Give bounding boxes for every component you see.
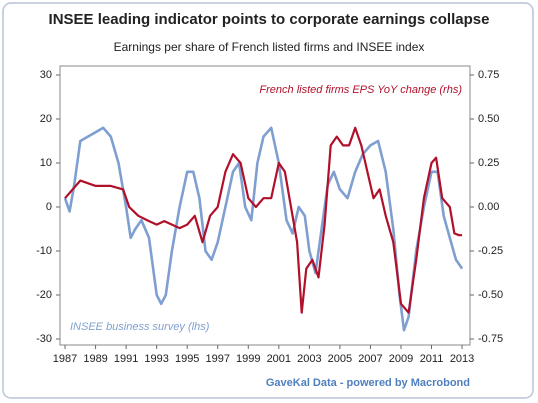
chart-subtitle: Earnings per share of French listed firm… — [114, 40, 425, 54]
x-tick-label: 1993 — [144, 353, 168, 365]
y-tick-label: -20 — [36, 289, 52, 301]
x-tick-label: 2003 — [297, 353, 321, 365]
y2-tick-label: 0.50 — [478, 113, 499, 125]
x-tick-label: 2005 — [328, 353, 352, 365]
x-tick-label: 1999 — [236, 353, 260, 365]
y-tick-label: 0 — [46, 201, 52, 213]
x-tick-label: 1989 — [83, 353, 107, 365]
legend-label: INSEE business survey (lhs) — [70, 321, 210, 333]
x-tick-label: 2001 — [267, 353, 291, 365]
y-tick-label: -10 — [36, 245, 52, 257]
x-tick-label: 1987 — [53, 353, 77, 365]
series-line — [64, 126, 463, 314]
y2-tick-label: 0.75 — [478, 69, 499, 81]
x-tick-label: 2009 — [389, 353, 413, 365]
y2-tick-label: 0.25 — [478, 157, 499, 169]
y2-tick-label: -0.25 — [478, 245, 503, 257]
y-tick-label: 20 — [40, 113, 52, 125]
y-tick-label: 30 — [40, 69, 52, 81]
x-tick-label: 1991 — [114, 353, 138, 365]
y-tick-label: 10 — [40, 157, 52, 169]
chart-title: INSEE leading indicator points to corpor… — [49, 11, 490, 28]
y2-tick-label: -0.50 — [478, 289, 503, 301]
x-tick-label: 2011 — [420, 353, 444, 365]
x-tick-label: 2007 — [358, 353, 382, 365]
source: GaveKal Data - powered by Macrobond — [266, 377, 470, 389]
x-tick-label: 1997 — [205, 353, 229, 365]
x-tick-label: 1995 — [175, 353, 199, 365]
y-tick-label: -30 — [36, 333, 52, 345]
y2-tick-label: 0.00 — [478, 201, 499, 213]
y2-tick-label: -0.75 — [478, 333, 503, 345]
x-tick-label: 2013 — [450, 353, 474, 365]
legend-label: French listed firms EPS YoY change (rhs) — [259, 84, 462, 96]
plot-area — [59, 65, 471, 346]
